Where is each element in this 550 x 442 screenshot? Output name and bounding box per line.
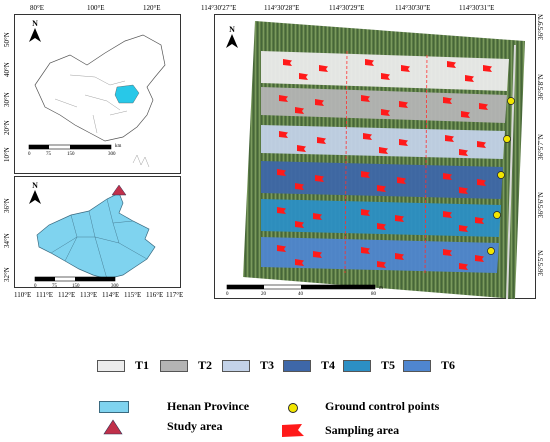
t2-swatch	[160, 359, 188, 372]
field-lon-28: 114°30'28"E	[264, 4, 300, 12]
henan-lon-116: 116°E	[146, 291, 164, 299]
china-scale-0: 0	[28, 152, 31, 157]
legend-t2: T2	[160, 358, 212, 373]
china-lon-80: 80°E	[30, 4, 45, 12]
t1-swatch	[97, 359, 125, 372]
field-lon-31: 114°30'31"E	[459, 4, 495, 12]
henan-scale-300: 300	[111, 284, 119, 289]
henan-scale-150: 150	[72, 284, 80, 289]
henan-lat-34: 34°N	[3, 233, 11, 248]
legend-t4: T4	[283, 358, 335, 373]
gcp-icon	[288, 403, 298, 413]
henan-lat-36: 36°N	[3, 198, 11, 213]
china-lat-30: 30°N	[3, 92, 11, 107]
t6-swatch	[403, 359, 431, 372]
henan-lon-117: 117°E	[166, 291, 184, 299]
henan-lon-112: 112°E	[58, 291, 76, 299]
china-scale-unit: km	[115, 144, 122, 149]
china-scale-75: 75	[46, 152, 51, 157]
t4-label: T4	[321, 358, 336, 372]
legend-t3: T3	[222, 358, 274, 373]
legend-t6: T6	[403, 358, 455, 373]
china-lat-10: 10°N	[3, 147, 11, 162]
henan-map-panel: N 0 75 150 300	[14, 176, 181, 289]
field-lon-27: 114°30'27"E	[201, 4, 237, 12]
china-lat-20: 20°N	[3, 120, 11, 135]
field-scale-unit: m	[379, 286, 383, 291]
henan-scale-0: 0	[34, 284, 37, 289]
field-scale-20: 20	[261, 292, 266, 297]
field-lon-30: 114°30'30"E	[395, 4, 431, 12]
field-north-arrow: N	[225, 25, 239, 50]
henan-province-swatch	[99, 401, 129, 413]
t6-label: T6	[441, 358, 456, 372]
flag-icon	[282, 424, 304, 437]
north-label: N	[32, 19, 38, 28]
china-scale-150: 150	[67, 152, 75, 157]
china-lon-120: 120°E	[143, 4, 161, 12]
t2-label: T2	[198, 358, 213, 372]
sampling-area-label: Sampling area	[325, 423, 400, 437]
china-lat-40: 40°N	[3, 62, 11, 77]
china-north-arrow: N	[28, 19, 42, 44]
field-scale-40: 40	[298, 292, 303, 297]
china-lon-100: 100°E	[87, 4, 105, 12]
field-scale-0: 0	[226, 292, 229, 297]
china-lat-50: 50°N	[3, 32, 11, 47]
field-lat-9: 36°5'9"N	[537, 14, 545, 40]
study-area-icon	[103, 419, 123, 435]
henan-province-label: Henan Province	[167, 399, 250, 413]
henan-north-arrow: N	[28, 181, 42, 206]
china-scale-300: 300	[108, 152, 116, 157]
north-label: N	[32, 181, 38, 190]
north-label: N	[229, 25, 235, 34]
henan-lon-114: 114°E	[102, 291, 120, 299]
henan-lat-32: 32°N	[3, 267, 11, 282]
study-area-marker	[111, 184, 127, 196]
henan-highlight	[114, 84, 140, 104]
china-outline	[28, 34, 166, 168]
henan-scale-75: 75	[52, 284, 57, 289]
t5-swatch	[343, 359, 371, 372]
henan-outline	[34, 184, 156, 282]
t3-swatch	[222, 359, 250, 372]
henan-lon-110: 110°E	[14, 291, 32, 299]
t1-label: T1	[135, 358, 150, 372]
field-image	[226, 21, 525, 300]
field-lat-6: 36°5'6"N	[537, 192, 545, 218]
henan-lon-111: 111°E	[36, 291, 54, 299]
field-lon-29: 114°30'29"E	[329, 4, 365, 12]
legend-t1: T1	[97, 358, 149, 373]
study-area-label: Study area	[167, 419, 223, 433]
t4-swatch	[283, 359, 311, 372]
field-lat-8: 36°5'8"N	[537, 74, 545, 100]
field-lat-5: 36°5'5"N	[537, 250, 545, 276]
gcp-label: Ground control points	[325, 399, 440, 413]
field-map-panel: N 0 20 40 80 m	[214, 14, 536, 300]
field-scale-80: 80	[371, 292, 376, 297]
field-lat-7: 36°5'7"N	[537, 134, 545, 160]
china-map-panel: N 0 75 150 300 km	[14, 14, 181, 174]
legend-t5: T5	[343, 358, 395, 373]
t5-label: T5	[381, 358, 396, 372]
t3-label: T3	[260, 358, 275, 372]
henan-lon-115: 115°E	[124, 291, 142, 299]
henan-lon-113: 113°E	[80, 291, 98, 299]
